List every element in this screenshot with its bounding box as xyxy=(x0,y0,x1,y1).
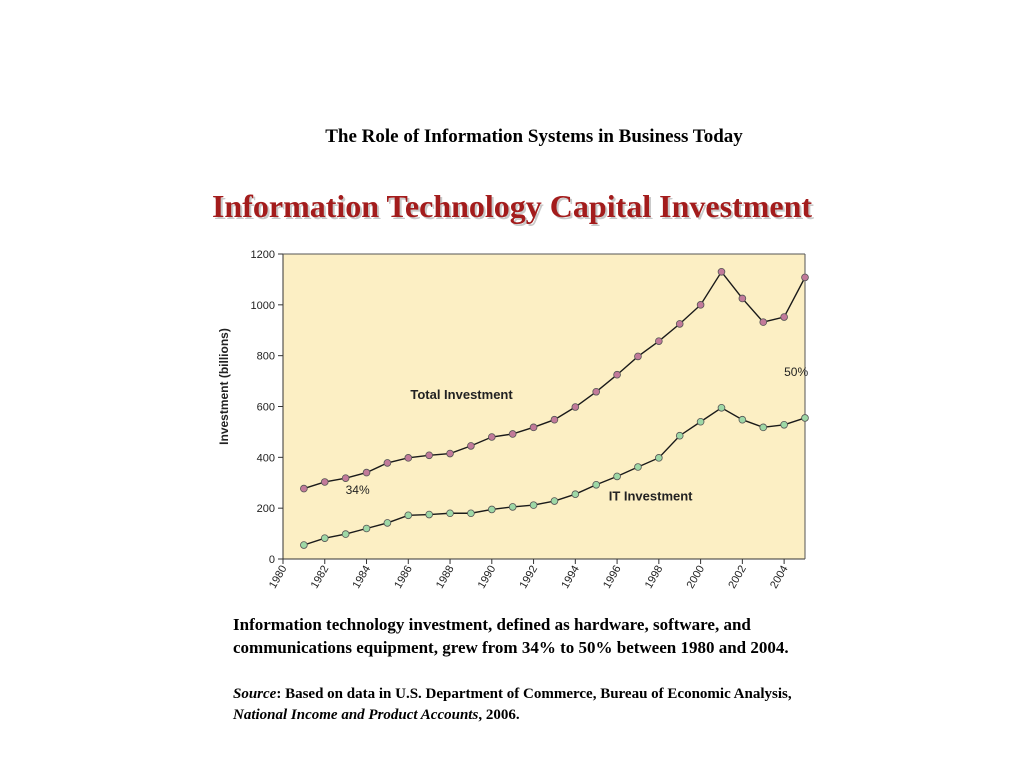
source-publication: National Income and Product Accounts xyxy=(233,707,479,723)
it-investment-point xyxy=(320,534,329,542)
x-tick-label: 1998 xyxy=(643,564,666,591)
it-investment-point xyxy=(508,503,517,511)
x-tick-label: 1996 xyxy=(601,564,624,591)
x-tick-label: 2004 xyxy=(768,564,791,591)
total-investment-point xyxy=(383,459,392,467)
it-investment-point xyxy=(655,454,663,462)
source-note: Source: Based on data in U.S. Department… xyxy=(233,684,823,726)
total-investment-point xyxy=(508,430,517,438)
total-investment-point xyxy=(550,415,559,424)
y-tick-label: 1000 xyxy=(251,300,275,312)
total-investment-point xyxy=(404,454,413,462)
total-investment-point xyxy=(738,294,747,303)
it-investment-point xyxy=(592,480,601,489)
it-investment-point xyxy=(550,497,559,505)
it-investment-point xyxy=(696,417,705,426)
total-investment-label: Total Investment xyxy=(410,387,513,402)
total-investment-point xyxy=(487,433,496,441)
it-investment-point xyxy=(780,421,788,429)
it-investment-point xyxy=(341,530,350,538)
total-investment-point xyxy=(341,474,350,482)
total-investment-point xyxy=(613,370,621,379)
x-tick-label: 1990 xyxy=(476,564,499,591)
it-investment-label: IT Investment xyxy=(609,489,693,504)
total-investment-point xyxy=(780,313,788,321)
it-investment-point xyxy=(634,463,642,471)
total-investment-point xyxy=(467,442,475,450)
it-investment-point xyxy=(487,505,496,514)
it-investment-point xyxy=(467,509,475,518)
x-tick-label: 1984 xyxy=(350,564,373,591)
it-investment-point xyxy=(404,511,413,520)
total-investment-point xyxy=(320,478,329,486)
it-investment-point xyxy=(613,472,621,481)
x-tick-label: 2000 xyxy=(685,564,708,591)
it-investment-point xyxy=(675,431,684,440)
total-investment-point xyxy=(696,301,705,309)
y-axis-label: Investment (billions) xyxy=(217,328,231,445)
series-group: Total Investment IT Investment xyxy=(300,267,809,549)
total-investment-point xyxy=(655,337,663,345)
it-investment-point xyxy=(717,403,726,412)
total-investment-point xyxy=(529,423,538,432)
total-investment-point xyxy=(675,320,684,328)
x-tick-label: 1986 xyxy=(392,564,415,591)
slide-title: Information Technology Capital Investmen… xyxy=(211,188,813,224)
it-investment-point xyxy=(300,541,308,549)
x-tick-label: 1988 xyxy=(434,564,457,591)
x-tick-label: 1980 xyxy=(267,564,290,591)
y-tick-label: 0 xyxy=(269,554,275,566)
source-label: Source xyxy=(233,686,277,702)
y-tick-label: 1200 xyxy=(251,249,275,261)
it-investment-point xyxy=(801,414,809,422)
total-investment-point xyxy=(759,318,768,326)
total-investment-point xyxy=(300,484,308,493)
annotation-label: 34% xyxy=(346,483,370,497)
total-investment-point xyxy=(362,468,371,477)
total-investment-point xyxy=(634,352,642,361)
it-investment-point xyxy=(759,423,768,432)
x-tick-label: 2002 xyxy=(726,564,749,591)
annotation-label: 50% xyxy=(784,365,808,379)
it-investment-point xyxy=(362,524,371,533)
it-investment-point xyxy=(383,519,392,527)
total-investment-point xyxy=(571,403,580,411)
total-investment-point xyxy=(446,449,454,458)
plot-area xyxy=(283,254,805,559)
it-investment-point xyxy=(446,509,454,518)
figure-caption: Information technology investment, defin… xyxy=(233,615,789,657)
it-investment-point xyxy=(529,501,538,509)
total-investment-point xyxy=(592,387,601,396)
it-investment-point xyxy=(738,415,747,424)
it-investment-point xyxy=(571,490,580,498)
source-text-1: : Based on data in U.S. Department of Co… xyxy=(276,686,792,702)
total-investment-point xyxy=(717,267,726,276)
it-investment-point xyxy=(425,510,433,519)
x-tick-label: 1982 xyxy=(309,564,332,591)
x-tick-label: 1992 xyxy=(518,564,541,591)
total-investment-point xyxy=(801,273,809,282)
y-tick-label: 400 xyxy=(257,452,275,464)
y-tick-label: 200 xyxy=(257,503,275,515)
y-tick-label: 800 xyxy=(257,351,275,363)
x-axis-ticks: 1980 1982 1984 1986 1988 1990 1992 1994 1996 1998… xyxy=(267,559,791,591)
y-axis-ticks: 0 200 400 600 800 1000 1200 xyxy=(251,249,283,566)
source-text-2: , 2006. xyxy=(478,707,520,723)
slide-subtitle: The Role of Information Systems in Busin… xyxy=(325,126,743,147)
annotations: 34% 50% xyxy=(346,365,809,497)
total-investment-point xyxy=(425,451,433,460)
x-tick-label: 1994 xyxy=(559,564,582,591)
y-tick-label: 600 xyxy=(257,402,275,414)
